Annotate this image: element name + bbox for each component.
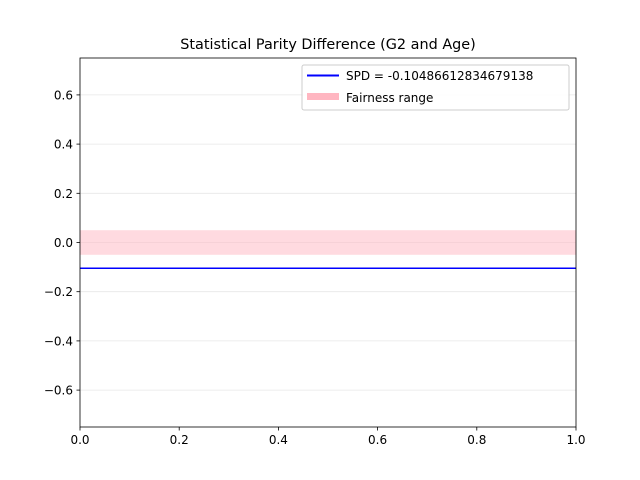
- x-tick-label-3: 0.6: [368, 433, 387, 447]
- y-axis: −0.6 −0.4 −0.2 0.0 0.2 0.4 0.6: [44, 88, 80, 398]
- x-tick-label-2: 0.4: [269, 433, 288, 447]
- x-tick-label-1: 0.2: [170, 433, 189, 447]
- y-tick-label-4: 0.2: [54, 187, 73, 201]
- y-tick-label-6: 0.6: [54, 88, 73, 102]
- fairness-range-band: [80, 230, 576, 255]
- legend-fairness-swatch: [307, 93, 339, 100]
- fairness-band-layer: [80, 230, 576, 255]
- x-tick-label-4: 0.8: [467, 433, 486, 447]
- x-axis: 0.0 0.2 0.4 0.6 0.8 1.0: [70, 427, 586, 447]
- y-tick-label-2: −0.2: [44, 285, 73, 299]
- x-tick-label-5: 1.0: [566, 433, 585, 447]
- y-tick-label-0: −0.6: [44, 384, 73, 398]
- y-tick-label-5: 0.4: [54, 138, 73, 152]
- y-tick-label-3: 0.0: [54, 236, 73, 250]
- legend-spd-label: SPD = -0.10486612834679138: [346, 69, 533, 83]
- x-tick-label-0: 0.0: [70, 433, 89, 447]
- legend: SPD = -0.10486612834679138 Fairness rang…: [301, 64, 570, 111]
- chart-title: Statistical Parity Difference (G2 and Ag…: [180, 37, 476, 53]
- legend-fairness-label: Fairness range: [346, 91, 433, 105]
- y-tick-label-1: −0.4: [44, 334, 73, 348]
- legend-box: [301, 64, 570, 111]
